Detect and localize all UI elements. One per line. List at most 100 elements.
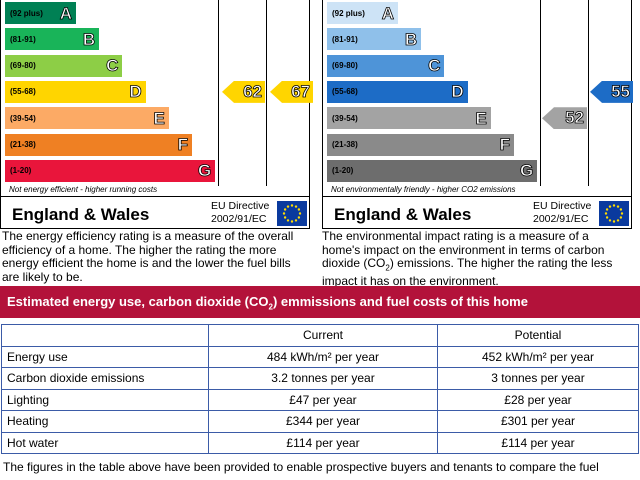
- table-row: Lighting £47 per year £28 per year: [1, 388, 639, 411]
- header-cell: Potential: [437, 324, 639, 347]
- band-range: (1-20): [10, 166, 32, 176]
- header-cell: Current: [208, 324, 438, 347]
- table-row: Heating £344 per year £301 per year: [1, 410, 639, 433]
- energy_chart-band-g: (1-20) G: [5, 159, 216, 182]
- environment-bottom-note: Not environmentally friendly - higher CO…: [331, 185, 516, 194]
- row-label: Hot water: [1, 431, 209, 454]
- energy-chart-footer: England & Wales EU Directive 2002/91/EC: [1, 196, 309, 231]
- band-letter: F: [177, 135, 188, 154]
- band-range: (81-91): [10, 34, 36, 44]
- eu-flag-icon: [277, 201, 307, 226]
- environment_chart-band-e: (39-54) E: [327, 107, 491, 130]
- energy_chart-band-f: (21-38) F: [5, 133, 192, 156]
- band-letter: G: [519, 161, 534, 181]
- energy-current-rating: 62: [243, 81, 263, 101]
- region-label: England & Wales: [12, 205, 150, 224]
- estimate-banner: Estimated energy use, carbon dioxide (CO…: [0, 286, 640, 318]
- table-header-row: Current Potential: [1, 324, 639, 347]
- band-range: (92 plus): [332, 8, 365, 18]
- band-letter: A: [381, 3, 394, 23]
- band-letter: D: [129, 82, 142, 102]
- band-letter: F: [499, 135, 510, 154]
- band-range: (1-20): [332, 166, 354, 176]
- current-value: £114 per year: [208, 431, 438, 454]
- environmental-impact-chart: (92 plus) A (81-91) B (69-80) C (55-68) D (39-54…: [322, 0, 633, 231]
- description-text: ) emissions. The higher the rating the l…: [322, 256, 613, 288]
- column-divider: [588, 0, 589, 186]
- band-letter: B: [82, 29, 96, 49]
- subscript-2: 2: [385, 263, 390, 273]
- table-row: Carbon dioxide emissions 3.2 tonnes per …: [1, 367, 639, 390]
- environment_chart-band-g: (1-20) G: [327, 159, 538, 182]
- directive-line2: 2002/91/EC: [533, 213, 589, 225]
- row-label: Heating: [1, 410, 209, 433]
- eu-flag-icon: [599, 201, 629, 226]
- energy_chart-band-a: (92 plus) A: [5, 2, 76, 24]
- energy_chart-band-e: (39-54) E: [5, 107, 169, 130]
- band-letter: G: [197, 161, 212, 181]
- environment-current-rating-arrow: 52: [542, 107, 587, 130]
- band-letter: D: [451, 82, 464, 102]
- potential-value: 3 tonnes per year: [437, 367, 639, 390]
- environment_chart-band-d: (55-68) D: [327, 80, 468, 103]
- column-divider: [218, 0, 219, 186]
- environment-description: The environmental impact rating is a mea…: [322, 229, 627, 288]
- table-row: Hot water £114 per year £114 per year: [1, 431, 639, 454]
- band-range: (81-91): [332, 34, 358, 44]
- costs-table: Current Potential Energy use 484 kWh/m² …: [1, 324, 639, 454]
- environment_chart-band-b: (81-91) B: [327, 28, 422, 51]
- directive-line1: EU Directive: [533, 200, 592, 212]
- environment_chart-band-f: (21-38) F: [327, 133, 514, 156]
- band-range: (69-80): [10, 61, 36, 71]
- energy_chart-band-d: (55-68) D: [5, 80, 146, 103]
- row-label: Lighting: [1, 388, 209, 411]
- band-letter: C: [428, 56, 441, 76]
- row-label: Carbon dioxide emissions: [1, 367, 209, 390]
- directive-line2: 2002/91/EC: [211, 213, 267, 225]
- header-cell: [1, 324, 209, 347]
- region-label: England & Wales: [334, 205, 472, 224]
- environment-potential-rating-arrow: 55: [590, 80, 633, 103]
- footer-text: The figures in the table above have been…: [3, 460, 599, 474]
- directive-line1: EU Directive: [211, 200, 270, 212]
- row-label: Energy use: [1, 345, 209, 368]
- band-range: (21-38): [10, 140, 36, 149]
- energy-efficiency-chart: (92 plus) A (81-91) B (69-80) C (55-68) D (39-54…: [0, 0, 313, 231]
- band-letter: E: [153, 108, 165, 128]
- potential-value: £301 per year: [437, 410, 639, 433]
- band-letter: E: [475, 108, 487, 128]
- potential-value: £28 per year: [437, 388, 639, 411]
- energy-potential-rating: 67: [291, 81, 311, 101]
- environment-current-rating: 52: [565, 108, 585, 128]
- environment-potential-rating: 55: [611, 81, 631, 101]
- current-value: £344 per year: [208, 410, 438, 433]
- energy-description: The energy efficiency rating is a measur…: [2, 229, 294, 284]
- band-range: (21-38): [332, 140, 358, 149]
- current-value: £47 per year: [208, 388, 438, 411]
- banner-text: Estimated energy use, carbon dioxide (CO: [7, 294, 269, 309]
- energy-current-rating-arrow: 62: [222, 80, 265, 103]
- table-row: Energy use 484 kWh/m² per year 452 kWh/m…: [1, 345, 639, 368]
- environment_chart-band-a: (92 plus) A: [327, 2, 398, 24]
- energy-bottom-note: Not energy efficient - higher running co…: [9, 185, 158, 194]
- column-divider: [540, 0, 541, 186]
- band-range: (69-80): [332, 61, 358, 71]
- band-range: (39-54): [332, 113, 358, 123]
- potential-value: 452 kWh/m² per year: [437, 345, 639, 368]
- band-range: (55-68): [10, 87, 36, 97]
- banner-text: ) emmissions and fuel costs of this home: [272, 294, 528, 309]
- energy_chart-band-b: (81-91) B: [5, 28, 100, 51]
- description-text: The environmental impact rating is a mea…: [322, 229, 605, 270]
- banner-subscript: 2: [268, 302, 273, 312]
- eu-directive: EU Directive 2002/91/EC: [533, 200, 591, 226]
- potential-value: £114 per year: [437, 431, 639, 454]
- current-value: 3.2 tonnes per year: [208, 367, 438, 390]
- environment_chart-band-c: (69-80) C: [327, 54, 445, 77]
- eu-directive: EU Directive 2002/91/EC: [211, 200, 269, 226]
- energy-potential-rating-arrow: 67: [270, 80, 313, 103]
- column-divider: [266, 0, 267, 186]
- band-range: (39-54): [10, 113, 36, 123]
- band-range: (55-68): [332, 87, 358, 97]
- band-letter: A: [59, 3, 72, 23]
- environment-chart-footer: England & Wales EU Directive 2002/91/EC: [323, 196, 631, 231]
